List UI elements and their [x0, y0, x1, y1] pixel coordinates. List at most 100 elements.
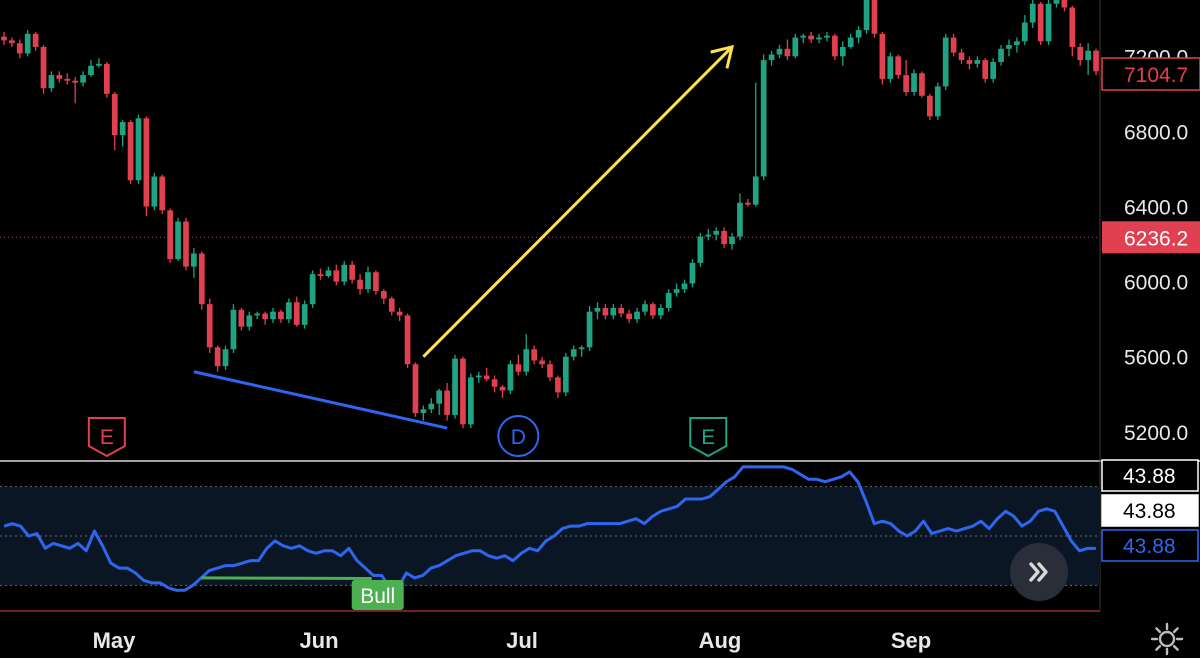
candle[interactable] — [1061, 0, 1068, 12]
candle[interactable] — [1037, 1, 1044, 46]
candle[interactable] — [1045, 0, 1052, 46]
candle[interactable] — [958, 48, 965, 64]
candle[interactable] — [491, 375, 498, 393]
price-axis[interactable]: 5200.05600.06000.06400.06800.07200.07104… — [1101, 46, 1200, 562]
candle[interactable] — [48, 71, 55, 92]
candle[interactable] — [198, 251, 205, 310]
candle[interactable] — [222, 345, 229, 370]
candle[interactable] — [325, 266, 332, 278]
candle[interactable] — [499, 384, 506, 399]
candle[interactable] — [1014, 37, 1020, 53]
candle[interactable] — [301, 300, 308, 329]
candle[interactable] — [681, 279, 688, 293]
candle[interactable] — [127, 120, 134, 184]
candle[interactable] — [452, 354, 458, 419]
candle[interactable] — [887, 52, 894, 83]
candle[interactable] — [420, 405, 427, 421]
candle[interactable] — [871, 0, 878, 38]
candle[interactable] — [40, 45, 47, 94]
candle[interactable] — [436, 388, 443, 415]
candle[interactable] — [634, 307, 640, 323]
candle[interactable] — [1053, 0, 1060, 8]
candle[interactable] — [895, 54, 902, 79]
earnings-flag[interactable] — [87, 417, 126, 458]
candle[interactable] — [475, 371, 482, 384]
candle[interactable] — [96, 58, 102, 68]
candle[interactable] — [602, 304, 609, 320]
price-pane[interactable] — [0, 0, 1200, 612]
candle[interactable] — [776, 45, 783, 59]
candle[interactable] — [103, 61, 110, 98]
candle[interactable] — [56, 71, 63, 83]
price-trendline[interactable] — [193, 370, 448, 430]
candle[interactable] — [333, 264, 340, 286]
candle[interactable] — [816, 33, 822, 44]
candle[interactable] — [143, 116, 150, 216]
candle[interactable] — [990, 58, 997, 83]
candle[interactable] — [578, 345, 585, 357]
candle[interactable] — [919, 71, 925, 98]
candle[interactable] — [665, 289, 672, 312]
candle[interactable] — [1, 31, 7, 46]
candle[interactable] — [428, 398, 435, 414]
candle[interactable] — [570, 345, 577, 361]
candle[interactable] — [278, 309, 284, 323]
candle[interactable] — [760, 54, 767, 181]
candle[interactable] — [555, 375, 561, 399]
candle[interactable] — [206, 298, 213, 353]
candle[interactable] — [927, 93, 933, 121]
candle[interactable] — [293, 296, 300, 327]
candle[interactable] — [768, 50, 775, 66]
candle[interactable] — [396, 307, 403, 322]
candle[interactable] — [752, 82, 759, 207]
candle[interactable] — [16, 39, 23, 59]
candle[interactable] — [847, 33, 854, 49]
candle[interactable] — [460, 356, 466, 429]
candle[interactable] — [800, 33, 807, 44]
candle[interactable] — [1093, 48, 1099, 76]
candle[interactable] — [626, 309, 632, 323]
candle[interactable] — [349, 260, 356, 284]
candle[interactable] — [642, 300, 648, 316]
candle[interactable] — [380, 289, 387, 305]
candle[interactable] — [737, 193, 743, 241]
candle[interactable] — [998, 45, 1004, 66]
candle[interactable] — [855, 26, 862, 44]
candle[interactable] — [254, 311, 261, 320]
candle[interactable] — [230, 304, 237, 353]
candle[interactable] — [80, 71, 86, 87]
candle[interactable] — [673, 283, 680, 297]
candle[interactable] — [539, 356, 545, 368]
candle[interactable] — [1029, 0, 1036, 29]
candle[interactable] — [515, 354, 522, 376]
candle[interactable] — [942, 33, 949, 91]
candle[interactable] — [151, 172, 158, 211]
candle[interactable] — [183, 217, 189, 271]
candle[interactable] — [214, 345, 221, 372]
candle[interactable] — [1069, 5, 1076, 57]
candle[interactable] — [507, 360, 514, 395]
candle[interactable] — [744, 199, 751, 207]
candle[interactable] — [72, 76, 79, 104]
candle[interactable] — [594, 302, 601, 320]
candle[interactable] — [824, 31, 830, 42]
arrow-line[interactable] — [422, 45, 734, 358]
candle[interactable] — [547, 360, 553, 382]
candle[interactable] — [832, 33, 838, 61]
gear-icon[interactable] — [1150, 622, 1184, 656]
candle[interactable] — [373, 270, 379, 295]
candle[interactable] — [468, 373, 474, 429]
candle[interactable] — [523, 334, 530, 376]
candle[interactable] — [191, 247, 197, 278]
candle[interactable] — [713, 227, 720, 241]
candle[interactable] — [317, 268, 324, 280]
candle[interactable] — [111, 92, 118, 151]
indicator-pane[interactable]: Bull — [0, 465, 1100, 610]
earnings-flag[interactable] — [689, 417, 728, 458]
candle[interactable] — [167, 208, 173, 263]
candle[interactable] — [64, 73, 71, 85]
candle[interactable] — [610, 304, 617, 320]
candle[interactable] — [24, 30, 31, 57]
candle[interactable] — [246, 311, 253, 331]
candle[interactable] — [135, 114, 142, 184]
